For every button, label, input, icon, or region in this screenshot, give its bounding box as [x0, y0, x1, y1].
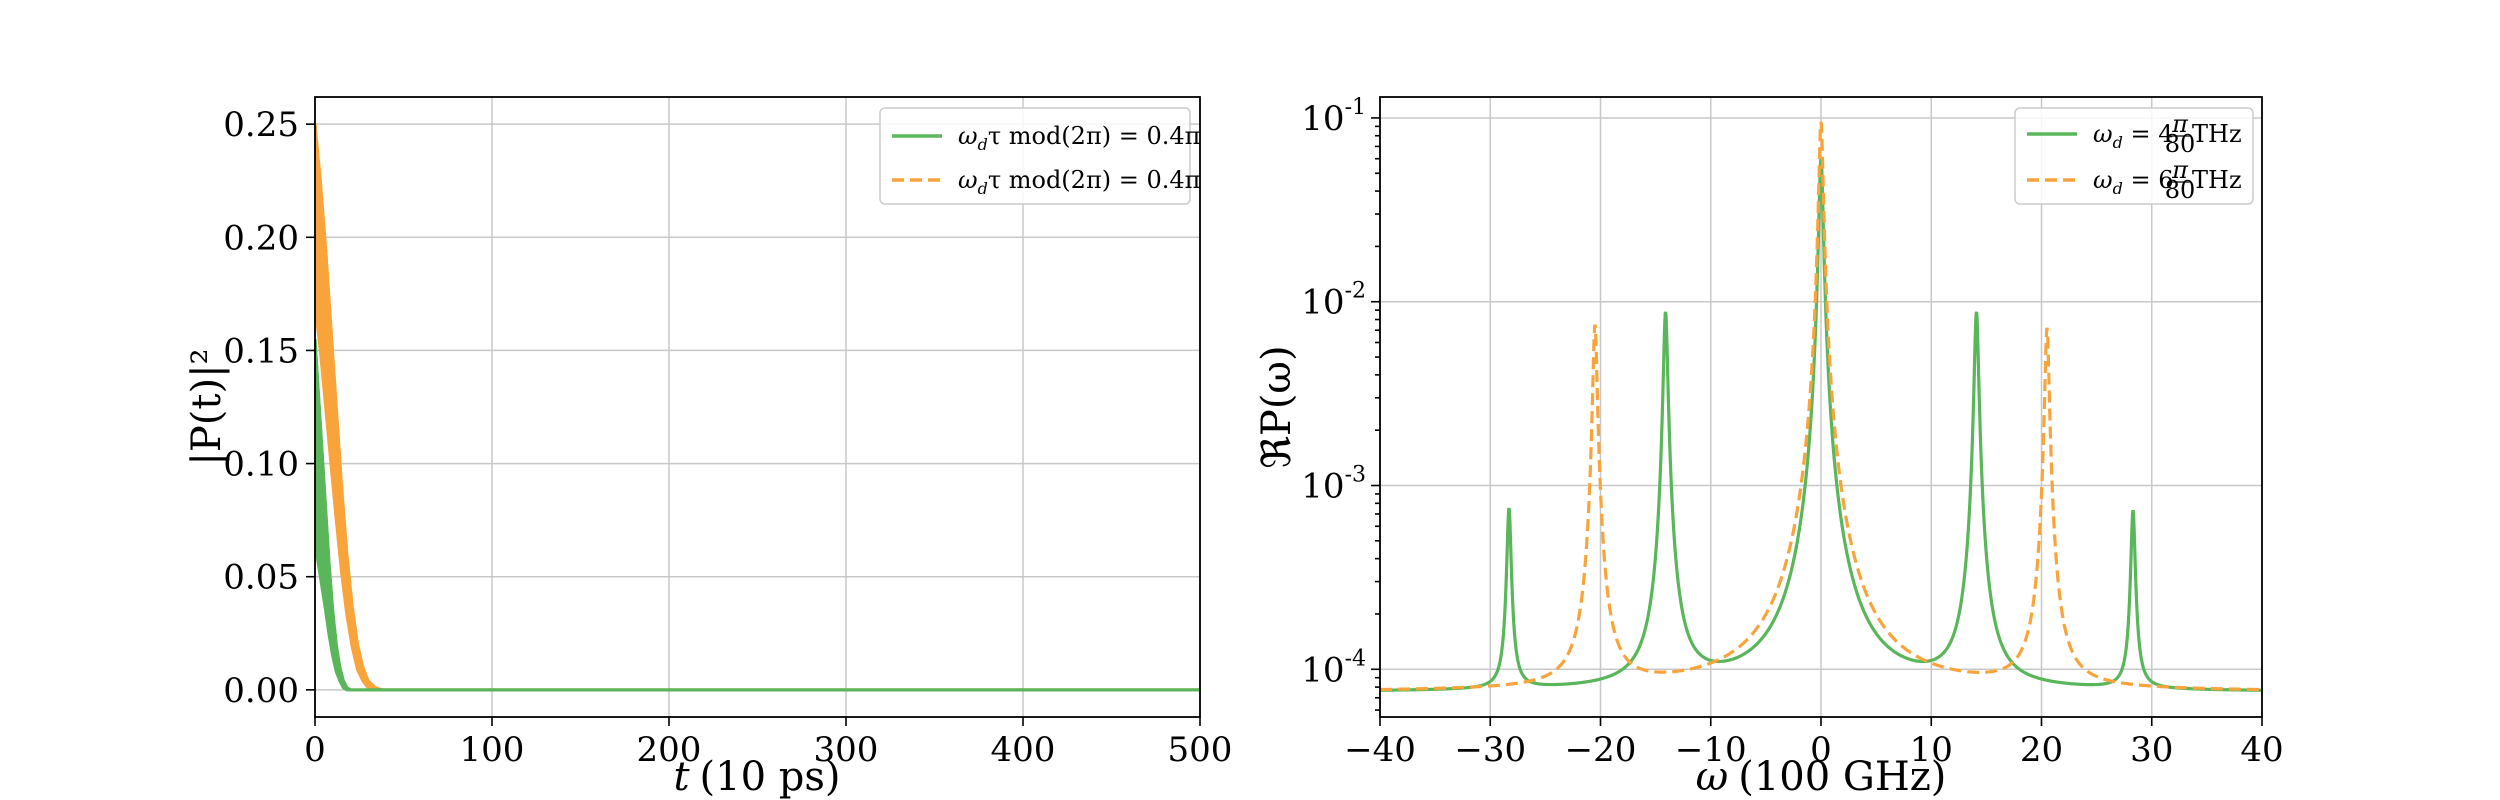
right-x-tick-label: 30: [2130, 730, 2173, 770]
left-series-line-orange: [315, 124, 1200, 692]
right-y-tick-label: 10-2: [1301, 279, 1366, 323]
left-x-axis-unit: (10 ps): [700, 754, 841, 800]
left-x-axis-variable: t: [673, 754, 690, 800]
left-x-tick-label: 100: [460, 730, 525, 770]
right-x-axis-variable: ω: [1696, 754, 1729, 800]
left-y-tick-label: 0.05: [223, 558, 299, 598]
right-x-axis-unit: (100 GHz): [1738, 754, 1946, 800]
right-y-tick-label: 10-4: [1301, 646, 1366, 690]
left-y-tick-label: 0.15: [223, 331, 299, 371]
left-legend-label: ωdτ mod(2π) = 0.4π: [958, 122, 1200, 154]
right-y-tick-label: 10-1: [1301, 95, 1366, 139]
left-ticks: 0 100 200 300 400 500 0.00 0.05 0.10 0.15 0.20 0.25: [223, 105, 1232, 770]
svg-text:π: π: [2171, 156, 2189, 184]
left-legend-box: [879, 107, 1191, 205]
left-plot-frame: [314, 96, 1201, 718]
right-chart: −40 −30 −20 −10 0 10 20 30 40 10-4 10-3 10-2 10-1 ω(…: [1254, 95, 2284, 800]
right-series-line-orange: [1380, 121, 2262, 692]
svg-text:80: 80: [2165, 130, 2196, 158]
right-x-tick-label: 0: [1810, 730, 1832, 770]
right-ticks: −40 −30 −20 −10 0 10 20 30 40 10-4 10-3 10-2 10-1: [1301, 95, 2283, 770]
svg-text:THz: THz: [2192, 166, 2242, 194]
left-x-tick-label: 200: [637, 730, 702, 770]
right-x-tick-label: −10: [1675, 730, 1747, 770]
left-x-tick-label: 400: [991, 730, 1056, 770]
right-y-axis-label: ℜP(ω): [1254, 345, 1300, 468]
right-y-tick-label: 10-3: [1301, 463, 1366, 507]
left-series: [315, 124, 1200, 692]
left-x-tick-label: 500: [1168, 730, 1233, 770]
right-series: [1380, 121, 2262, 692]
right-x-tick-label: 10: [1910, 730, 1953, 770]
right-x-tick-label: 40: [2240, 730, 2283, 770]
right-x-tick-label: 20: [2020, 730, 2063, 770]
left-legend-label: ωdτ mod(2π) = 0.4π: [958, 166, 1200, 198]
left-y-axis-label: |P(t)|²: [184, 348, 230, 465]
svg-text:THz: THz: [2192, 120, 2242, 148]
left-chart: 0 100 200 300 400 500 0.00 0.05 0.10 0.15 0.20 0.25…: [184, 96, 1232, 800]
svg-text:π: π: [2171, 110, 2189, 138]
left-y-tick-label: 0.20: [223, 218, 299, 258]
left-y-tick-label: 0.10: [223, 445, 299, 485]
right-x-tick-label: −30: [1454, 730, 1526, 770]
left-x-tick-label: 0: [304, 730, 326, 770]
svg-text:ωd = 4: ωd = 4: [2093, 120, 2173, 152]
left-series-band-orange: [315, 124, 1200, 692]
svg-text:ωd = 6: ωd = 6: [2093, 166, 2173, 198]
right-x-tick-label: −40: [1344, 730, 1416, 770]
left-series-line-green: [315, 339, 1200, 692]
left-legend: ωdτ mod(2π) = 0.4π ωdτ mod(2π) = 0.4π: [879, 107, 1200, 205]
left-y-tick-label: 0.00: [223, 671, 299, 711]
left-series-band-green: [315, 339, 1200, 692]
svg-text:80: 80: [2165, 176, 2196, 204]
left-y-tick-label: 0.25: [223, 105, 299, 145]
left-x-axis-label: t (10 ps): [673, 754, 840, 800]
right-x-axis-label: ω (100 GHz): [1696, 754, 1947, 800]
right-x-tick-label: −20: [1565, 730, 1637, 770]
left-x-tick-label: 300: [814, 730, 879, 770]
